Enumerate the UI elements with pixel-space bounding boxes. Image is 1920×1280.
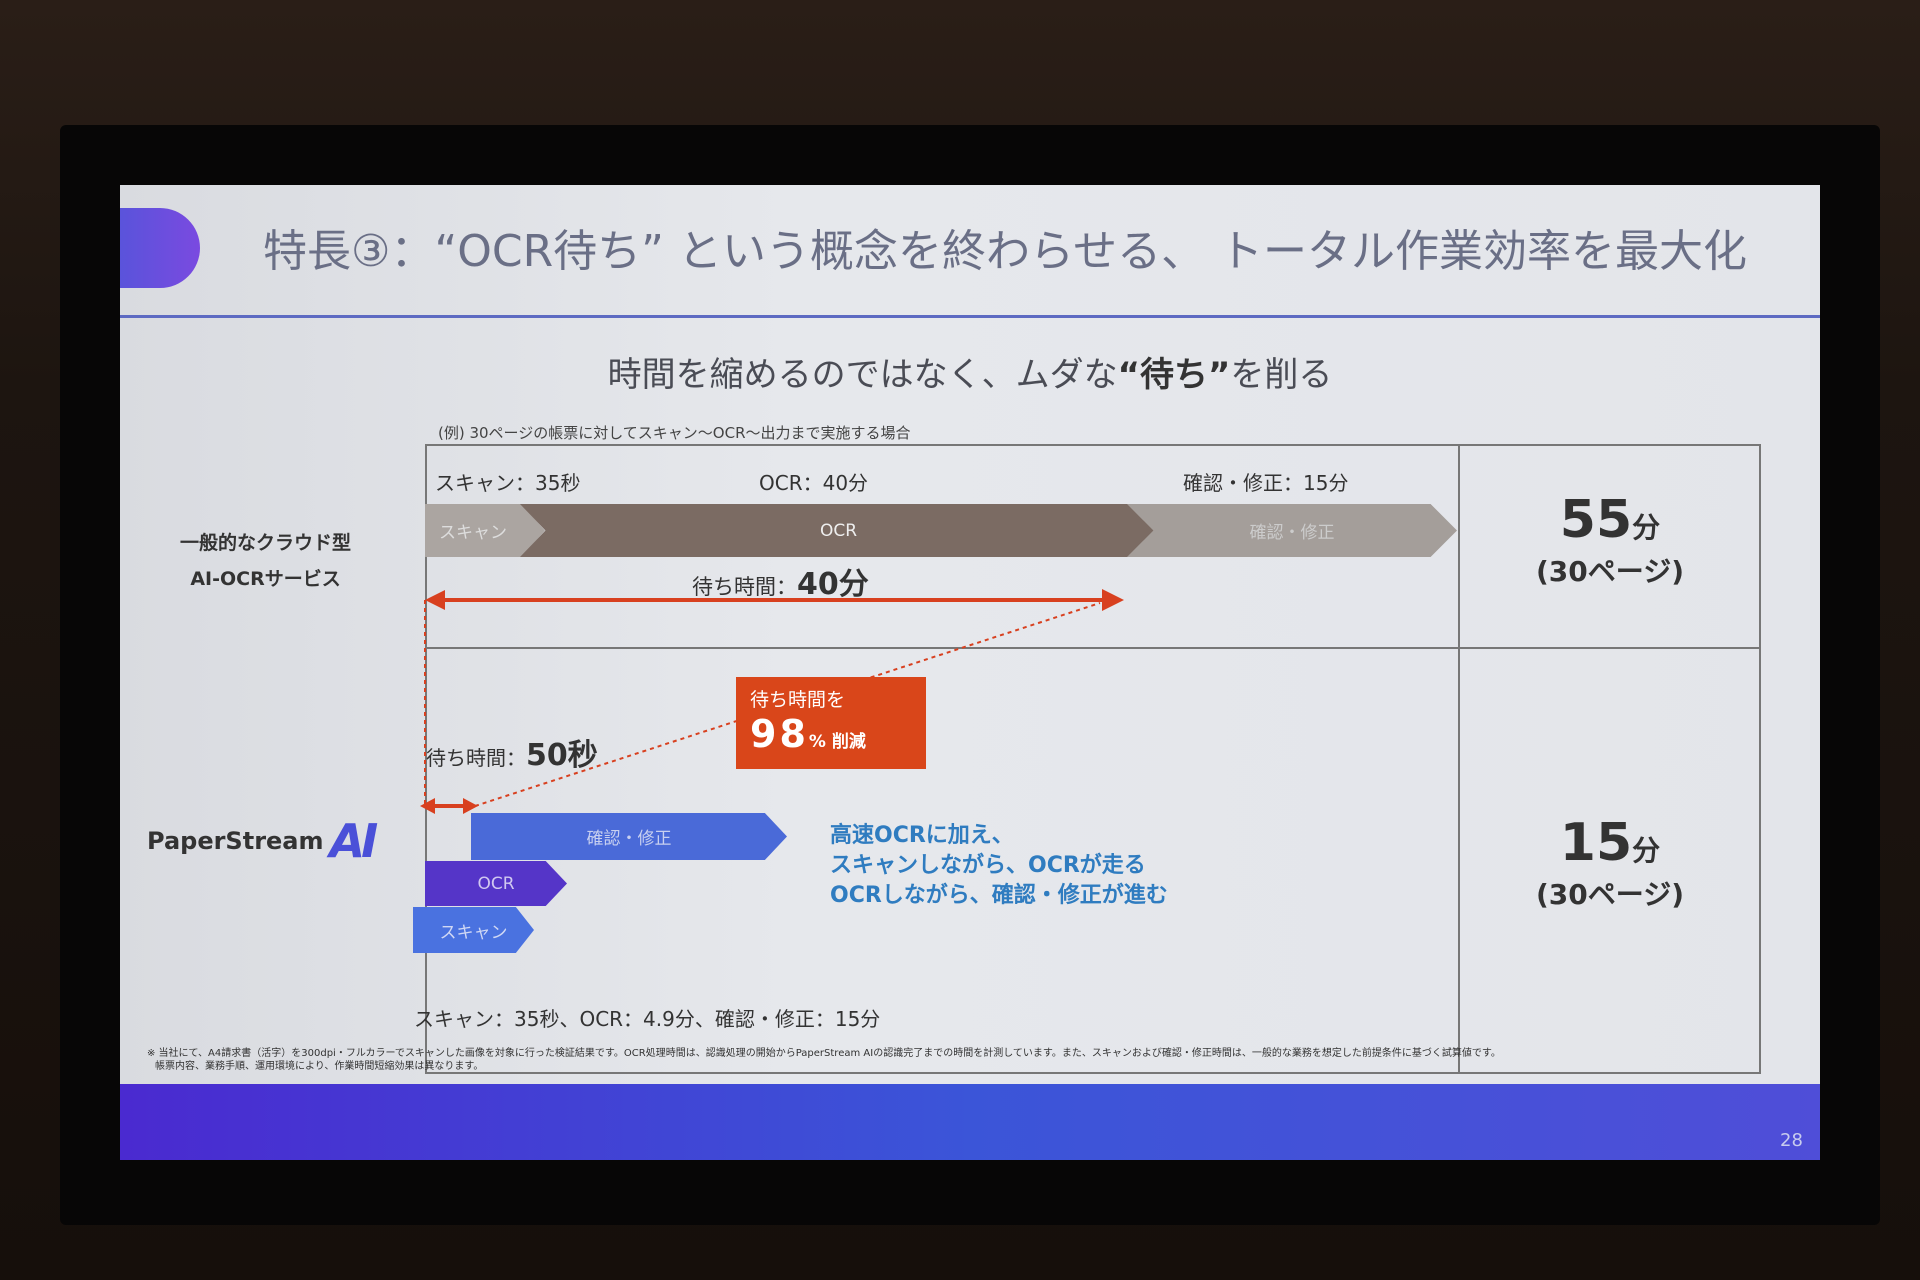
cloud-scan-time: スキャン：35秒 (435, 471, 581, 495)
ps-step-confirm: 確認・修正 (471, 813, 787, 860)
ps-wait-time: 待ち時間：50秒 (426, 738, 598, 773)
cloud-total: 55分 (30ページ) (1536, 490, 1684, 588)
cloud-step-ocr: OCR (520, 504, 1157, 557)
ps-total: 15分 (30ページ) (1536, 813, 1684, 911)
cloud-confirm-time: 確認・修正：15分 (1183, 471, 1349, 495)
wait-arrows (420, 589, 1124, 814)
reduction-label: 待ち時間を (750, 689, 846, 711)
slide-subtitle: 時間を縮めるのではなく、ムダな“待ち”を削る (607, 355, 1333, 395)
ps-description: 高速OCRに加え、 スキャンしながら、OCRが走る OCRしながら、確認・修正が進む (830, 823, 1168, 908)
paperstream-ai-logo: PaperStream AI (147, 814, 378, 868)
table-row-divider (425, 647, 1761, 649)
comparison-table (425, 444, 1761, 1074)
cloud-step-confirm: 確認・修正 (1127, 504, 1457, 557)
page-number: 28 (1780, 1130, 1803, 1151)
cloud-ocr-time: OCR：40分 (759, 471, 869, 495)
footnote: ※ 当社にて、A4請求書（活字）を300dpi・フルカラーでスキャンした画像を対… (147, 1048, 1501, 1072)
cloud-service-label: 一般的なクラウド型 AI-OCRサービス (180, 532, 352, 590)
table-column-divider (1458, 444, 1460, 1074)
title-divider (120, 315, 1820, 318)
slide-title: 特長③：“OCR待ち” という概念を終わらせる、 トータル作業効率を最大化 (263, 226, 1748, 277)
presentation-slide: 特長③：“OCR待ち” という概念を終わらせる、 トータル作業効率を最大化 時間… (120, 185, 1820, 1160)
reduction-value: 98% 削減 (750, 712, 866, 756)
arrow-head-left (425, 590, 445, 610)
reduction-badge: 待ち時間を 98% 削減 (736, 677, 926, 769)
ps-step-ocr: OCR (425, 861, 567, 906)
cloud-step-scan: スキャン (425, 504, 545, 557)
arrow-head-right (1102, 589, 1124, 611)
ps-step-times: スキャン：35秒、OCR：4.9分、確認・修正：15分 (414, 1007, 881, 1031)
cloud-wait-time: 待ち時間：40分 (692, 567, 869, 602)
example-note: (例) 30ページの帳票に対してスキャン～OCR～出力まで実施する場合 (438, 424, 911, 442)
ps-step-scan: スキャン (413, 907, 534, 953)
footer-band (120, 1084, 1820, 1160)
title-accent-pill (120, 208, 200, 288)
